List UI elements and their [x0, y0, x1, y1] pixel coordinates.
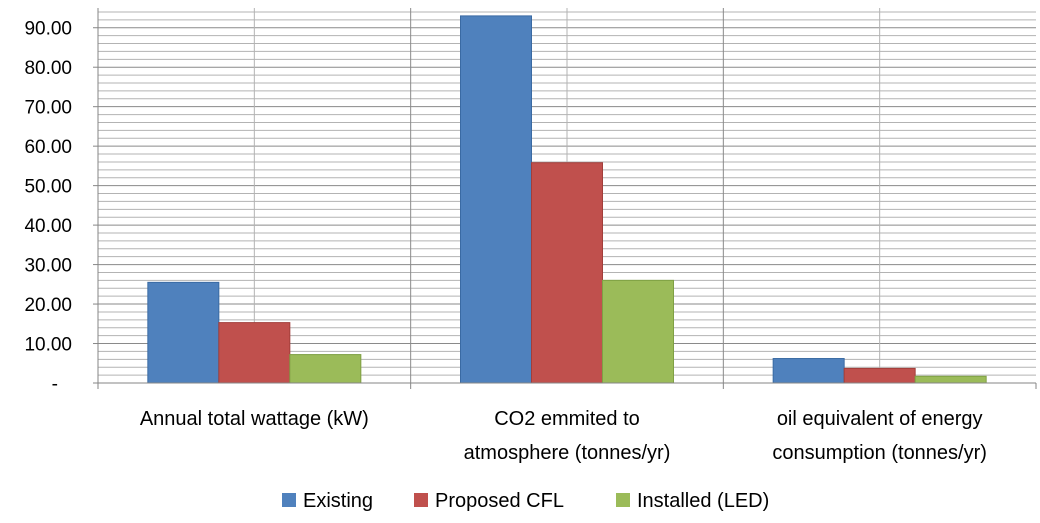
bar	[531, 162, 603, 384]
legend-label: Installed (LED)	[637, 490, 769, 512]
bar	[218, 322, 291, 384]
legend-swatch	[414, 493, 428, 507]
legend-label: Proposed CFL	[435, 490, 564, 512]
bar	[460, 15, 532, 384]
axes	[97, 8, 1037, 389]
y-tick-label: 90.00	[24, 19, 72, 40]
legend: Existing Proposed CFL Installed (LED)	[282, 490, 769, 512]
bar	[772, 358, 845, 384]
legend-swatch	[616, 493, 630, 507]
y-tick-label: 60.00	[24, 137, 72, 158]
category-label: Annual total wattage (kW)	[140, 408, 369, 430]
legend-swatch	[282, 493, 296, 507]
y-tick-label: 10.00	[24, 335, 72, 356]
y-tick-label: 80.00	[24, 58, 72, 79]
x-axis-labels: Annual total wattage (kW) CO2 emmited to a…	[140, 408, 987, 464]
y-tick-label: 40.00	[24, 216, 72, 237]
category-label: oil equivalent of energy	[777, 408, 983, 430]
category-label: CO2 emmited to	[494, 408, 640, 430]
bars	[147, 15, 987, 384]
category-label: atmosphere (tonnes/yr)	[464, 442, 671, 464]
bar	[147, 281, 220, 384]
legend-label: Existing	[303, 490, 373, 512]
bar	[843, 367, 916, 384]
category-label: consumption (tonnes/yr)	[772, 442, 987, 464]
y-tick-label: 30.00	[24, 256, 72, 277]
bar	[289, 354, 362, 384]
bar	[914, 375, 987, 384]
bar	[602, 279, 674, 384]
y-tick-label: 70.00	[24, 98, 72, 119]
y-tick-label: -	[52, 374, 58, 395]
y-tick-label: 20.00	[24, 295, 72, 316]
y-tick-label: 50.00	[24, 177, 72, 198]
y-axis-ticks: - 10.00 20.00 30.00 40.00 50.00 60.00 70.00 80.0…	[24, 19, 98, 395]
